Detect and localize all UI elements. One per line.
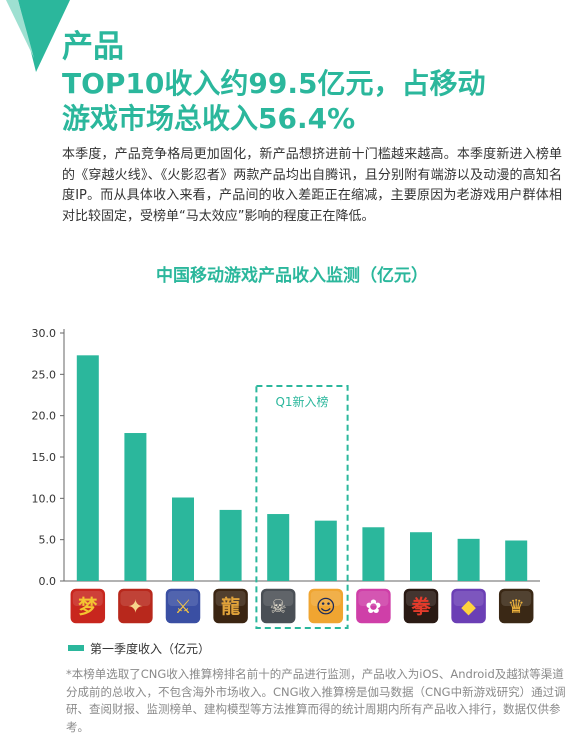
svg-text:龍: 龍 xyxy=(221,595,240,618)
game-icon-4: 龍 xyxy=(211,587,250,625)
game-icon-7: ✿ xyxy=(354,587,393,625)
new-entry-highlight-box xyxy=(255,385,349,629)
headline-line-3: 游戏市场总收入56.4% xyxy=(62,102,356,135)
svg-text:☠: ☠ xyxy=(270,596,287,618)
bar-chart: 0.0 5.0 10.0 15.0 20.0 25.0 30.0 梦 ✦ ⚔ 龍 ☠ ☺ ✿ 拳 ◆ ♛ Q1… xyxy=(32,327,540,629)
footnote: *本榜单选取了CNG收入推算榜排名前十的产品进行监测，产品收入为iOS、Andr… xyxy=(66,667,566,734)
y-tick-label: 15.0 xyxy=(32,451,57,464)
bar-1 xyxy=(76,355,99,581)
decorative-corner-wedge xyxy=(6,0,70,72)
y-tick-label: 10.0 xyxy=(32,492,57,505)
chart-legend: 第一季度收入（亿元） xyxy=(68,638,210,658)
svg-text:✿: ✿ xyxy=(365,596,381,618)
bar-5 xyxy=(267,514,290,581)
headline-line-1: 产品 xyxy=(62,29,124,65)
bar-10 xyxy=(505,540,528,581)
game-icon-5: ☠ xyxy=(259,587,297,625)
game-icon-3: ⚔ xyxy=(164,587,202,625)
y-tick-label: 0.0 xyxy=(39,575,57,588)
bar-4 xyxy=(219,509,242,581)
headline-line-2: TOP10收入约99.5亿元，占移动 xyxy=(62,67,486,100)
y-tick-label: 25.0 xyxy=(32,368,57,381)
body-paragraph: 本季度，产品竞争格局更加固化，新产品想挤进前十门槛越来越高。本季度新进入榜单的《… xyxy=(62,147,562,224)
svg-text:拳: 拳 xyxy=(410,595,431,618)
headline: 产品 TOP10收入约99.5亿元，占移动 游戏市场总收入56.4% xyxy=(62,28,574,136)
game-icon-1: 梦 xyxy=(69,587,107,625)
y-tick-label: 20.0 xyxy=(32,410,57,423)
game-icon-8: 拳 xyxy=(402,587,440,625)
new-entry-label: Q1新入榜 xyxy=(275,394,328,409)
game-icon-10: ♛ xyxy=(497,587,535,625)
bar-9 xyxy=(457,538,480,581)
bar-2 xyxy=(124,433,147,581)
svg-text:☺: ☺ xyxy=(316,596,336,618)
y-tick-label: 30.0 xyxy=(32,327,57,340)
bar-3 xyxy=(172,497,194,581)
y-tick-label: 5.0 xyxy=(39,534,57,547)
legend-swatch xyxy=(68,645,84,651)
game-icon-6: ☺ xyxy=(307,587,345,625)
bar-6 xyxy=(314,520,337,581)
game-icon-2: ✦ xyxy=(116,587,155,625)
chart-title: 中国移动游戏产品收入监测（亿元） xyxy=(156,266,428,286)
svg-text:✦: ✦ xyxy=(127,596,143,618)
svg-text:◆: ◆ xyxy=(461,596,476,618)
svg-text:♛: ♛ xyxy=(508,596,525,618)
game-icon-9: ◆ xyxy=(449,587,488,625)
svg-text:⚔: ⚔ xyxy=(174,596,191,618)
legend-label: 第一季度收入（亿元） xyxy=(90,641,211,656)
svg-text:梦: 梦 xyxy=(78,595,98,618)
bar-7 xyxy=(362,527,385,581)
bar-8 xyxy=(410,532,432,581)
